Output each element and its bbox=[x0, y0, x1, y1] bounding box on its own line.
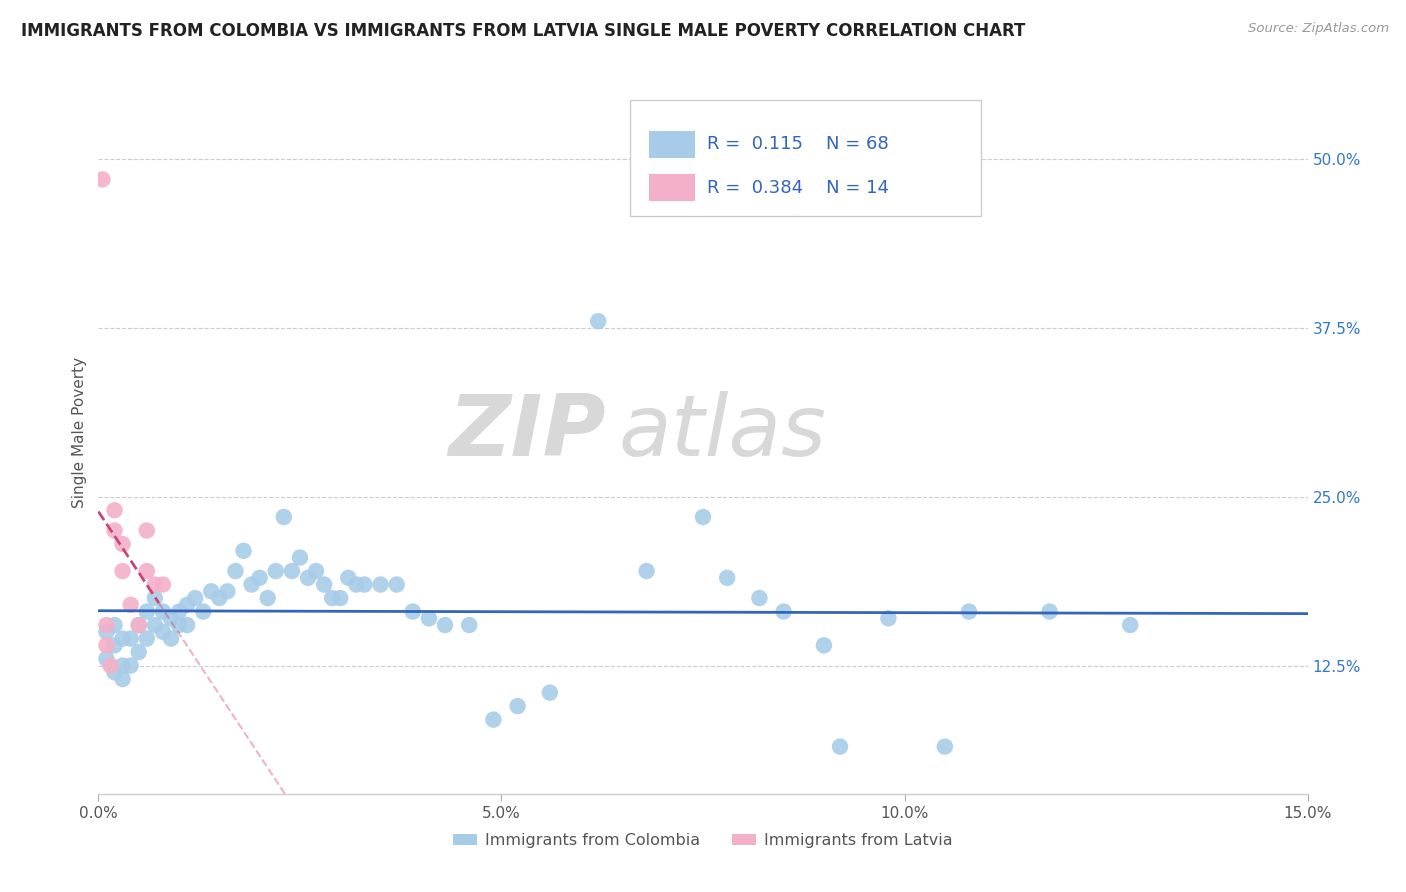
Point bbox=[167, 618, 190, 632]
Point bbox=[128, 618, 150, 632]
Point bbox=[692, 510, 714, 524]
Text: IMMIGRANTS FROM COLOMBIA VS IMMIGRANTS FROM LATVIA SINGLE MALE POVERTY CORRELATI: IMMIGRANTS FROM COLOMBIA VS IMMIGRANTS F… bbox=[21, 22, 1025, 40]
Point bbox=[240, 577, 263, 591]
Point bbox=[418, 611, 440, 625]
Point bbox=[297, 571, 319, 585]
Legend: Immigrants from Colombia, Immigrants from Latvia: Immigrants from Colombia, Immigrants fro… bbox=[447, 827, 959, 855]
Point bbox=[160, 632, 183, 646]
Point bbox=[96, 638, 118, 652]
FancyBboxPatch shape bbox=[648, 174, 695, 202]
Point bbox=[385, 577, 408, 591]
Point bbox=[458, 618, 481, 632]
Point bbox=[353, 577, 375, 591]
Point bbox=[152, 624, 174, 639]
Point bbox=[273, 510, 295, 524]
Point bbox=[636, 564, 658, 578]
Point bbox=[957, 605, 980, 619]
Text: ZIP: ZIP bbox=[449, 391, 606, 475]
FancyBboxPatch shape bbox=[630, 100, 981, 216]
Point bbox=[402, 605, 425, 619]
Point bbox=[716, 571, 738, 585]
Point bbox=[135, 564, 157, 578]
Point bbox=[538, 685, 561, 699]
Point bbox=[321, 591, 343, 605]
Point bbox=[208, 591, 231, 605]
Point bbox=[772, 605, 794, 619]
Point bbox=[103, 524, 125, 538]
Point bbox=[111, 564, 134, 578]
Point bbox=[176, 598, 198, 612]
Point bbox=[96, 618, 118, 632]
Point bbox=[160, 611, 183, 625]
Y-axis label: Single Male Poverty: Single Male Poverty bbox=[72, 357, 87, 508]
Text: atlas: atlas bbox=[619, 391, 827, 475]
Point bbox=[96, 624, 118, 639]
Point bbox=[120, 658, 142, 673]
Point bbox=[152, 605, 174, 619]
FancyBboxPatch shape bbox=[648, 130, 695, 158]
Point bbox=[1119, 618, 1142, 632]
Point bbox=[135, 605, 157, 619]
Point bbox=[111, 632, 134, 646]
Point bbox=[128, 645, 150, 659]
Point bbox=[120, 598, 142, 612]
Point bbox=[224, 564, 246, 578]
Point bbox=[586, 314, 609, 328]
Point bbox=[103, 638, 125, 652]
Point bbox=[193, 605, 215, 619]
Point bbox=[111, 672, 134, 686]
Point bbox=[813, 638, 835, 652]
Point bbox=[111, 658, 134, 673]
Point bbox=[167, 605, 190, 619]
Point bbox=[370, 577, 392, 591]
Point bbox=[217, 584, 239, 599]
Point bbox=[184, 591, 207, 605]
Point bbox=[143, 577, 166, 591]
Point bbox=[877, 611, 900, 625]
Point bbox=[256, 591, 278, 605]
Point bbox=[264, 564, 287, 578]
Point bbox=[200, 584, 222, 599]
Point bbox=[128, 618, 150, 632]
Point bbox=[143, 591, 166, 605]
Point bbox=[135, 632, 157, 646]
Point bbox=[103, 503, 125, 517]
Point bbox=[329, 591, 352, 605]
Text: R =  0.384    N = 14: R = 0.384 N = 14 bbox=[707, 178, 889, 196]
Point bbox=[748, 591, 770, 605]
Point bbox=[288, 550, 311, 565]
Point bbox=[1039, 605, 1062, 619]
Text: Source: ZipAtlas.com: Source: ZipAtlas.com bbox=[1249, 22, 1389, 36]
Text: R =  0.115    N = 68: R = 0.115 N = 68 bbox=[707, 136, 889, 153]
Point bbox=[120, 632, 142, 646]
Point bbox=[934, 739, 956, 754]
Point bbox=[506, 699, 529, 714]
Point bbox=[281, 564, 304, 578]
Point bbox=[103, 618, 125, 632]
Point bbox=[135, 524, 157, 538]
Point bbox=[91, 172, 114, 186]
Point bbox=[103, 665, 125, 680]
Point bbox=[434, 618, 457, 632]
Point bbox=[96, 652, 118, 666]
Point bbox=[249, 571, 271, 585]
Point bbox=[111, 537, 134, 551]
Point bbox=[482, 713, 505, 727]
Point bbox=[344, 577, 367, 591]
Point bbox=[305, 564, 328, 578]
Point bbox=[337, 571, 360, 585]
Point bbox=[828, 739, 851, 754]
Point bbox=[232, 543, 254, 558]
Point bbox=[100, 658, 122, 673]
Point bbox=[143, 618, 166, 632]
Point bbox=[152, 577, 174, 591]
Point bbox=[176, 618, 198, 632]
Point bbox=[314, 577, 336, 591]
